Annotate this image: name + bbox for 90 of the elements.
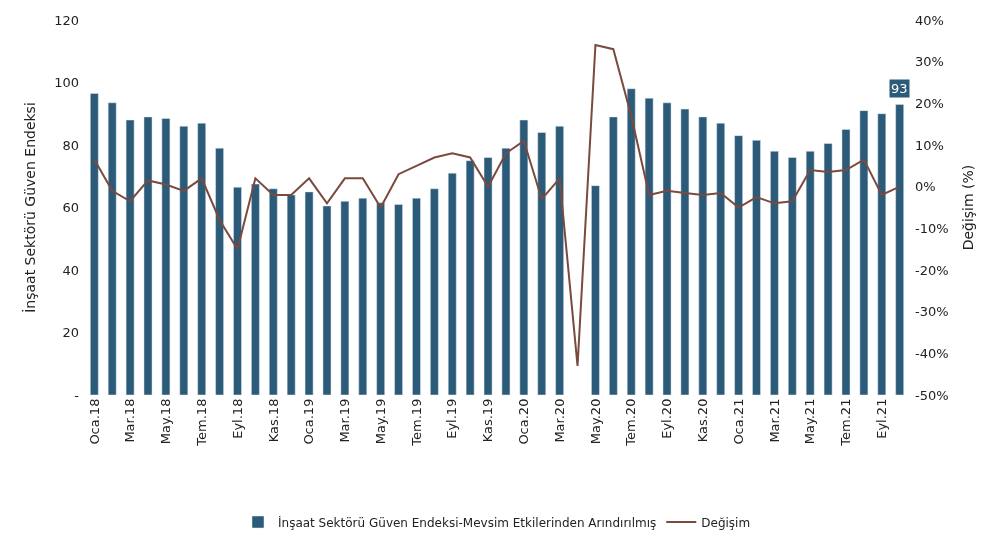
y-tick-label: 60 <box>62 200 79 216</box>
x-tick-label: Mar.20 <box>551 398 567 443</box>
bar <box>609 116 618 395</box>
y-tick-label: - <box>74 387 80 403</box>
x-tick-label: Kas.20 <box>695 398 711 443</box>
bar <box>233 186 242 395</box>
bar <box>412 197 421 395</box>
bar <box>143 116 153 395</box>
bar <box>716 122 725 395</box>
bar <box>734 135 743 395</box>
bar <box>394 204 403 395</box>
bar <box>823 143 833 395</box>
y2-tick-label: -10% <box>915 220 949 236</box>
legend-label: Değişim <box>701 515 751 530</box>
bar <box>161 118 171 395</box>
bar <box>447 172 457 395</box>
bar <box>644 97 654 395</box>
bar <box>859 110 869 395</box>
y2-axis-title: Değişim (%) <box>959 164 976 251</box>
bar <box>591 185 600 395</box>
bar <box>680 108 690 395</box>
y-axis-title: İnşaat Sektörü Güven Endeksi <box>20 102 38 313</box>
x-tick-label: Kas.18 <box>265 398 281 443</box>
bar <box>483 157 493 395</box>
x-tick-label: Oca.21 <box>730 398 746 445</box>
data-label: 93 <box>891 81 908 96</box>
bar <box>179 126 189 395</box>
bar <box>340 201 350 395</box>
bar <box>322 205 332 395</box>
y-tick-label: 80 <box>62 137 79 153</box>
y2-tick-label: 0% <box>915 179 936 195</box>
bar <box>286 194 296 395</box>
x-tick-label: Tem.18 <box>193 398 209 447</box>
bar <box>197 122 206 395</box>
bar <box>662 102 672 395</box>
bar <box>626 88 636 395</box>
bar <box>877 113 887 395</box>
legend-label: İnşaat Sektörü Güven Endeksi-Mevsim Etkilerinden Arındırılmış <box>278 514 657 530</box>
bar <box>805 151 815 395</box>
x-tick-label: Kas.19 <box>480 398 496 443</box>
bar <box>841 129 851 395</box>
y-tick-label: 20 <box>62 325 79 341</box>
bar <box>430 188 439 395</box>
bar <box>698 116 708 395</box>
bar <box>555 126 564 395</box>
y2-tick-label: 20% <box>915 95 944 111</box>
x-tick-label: Oca.19 <box>301 398 317 445</box>
bar <box>251 183 260 395</box>
x-tick-label: Mar.21 <box>766 398 782 443</box>
y2-tick-label: 10% <box>915 137 944 153</box>
bar <box>107 102 117 395</box>
y2-tick-label: -40% <box>915 345 949 361</box>
x-tick-label: Tem.19 <box>408 398 424 447</box>
y2-tick-label: 40% <box>915 12 944 28</box>
x-tick-label: May.20 <box>587 398 603 445</box>
x-tick-label: Oca.18 <box>86 398 102 445</box>
y2-tick-label: -20% <box>915 262 949 278</box>
x-tick-label: Mar.19 <box>337 398 353 443</box>
y-tick-label: 40 <box>62 262 79 278</box>
x-tick-label: Mar.18 <box>122 398 138 443</box>
bar <box>90 93 99 395</box>
x-tick-label: May.19 <box>372 398 388 445</box>
x-tick-label: Eyl.21 <box>874 398 890 439</box>
y2-tick-label: 30% <box>915 54 944 70</box>
x-tick-label: May.21 <box>802 398 818 445</box>
bar <box>358 197 368 395</box>
bar <box>269 188 278 395</box>
bar <box>125 119 135 395</box>
x-tick-label: Oca.20 <box>516 398 532 445</box>
bar <box>304 191 314 395</box>
x-tick-label: Eyl.18 <box>229 398 245 439</box>
bar <box>519 119 529 395</box>
y2-tick-label: -50% <box>915 387 949 403</box>
bar <box>501 147 511 395</box>
bar <box>752 140 761 395</box>
bar <box>215 147 224 395</box>
bar <box>770 151 779 395</box>
y-tick-label: 120 <box>54 12 79 28</box>
y2-tick-label: -30% <box>915 304 949 320</box>
bar <box>465 160 475 395</box>
x-tick-label: Tem.20 <box>623 398 639 447</box>
bar <box>788 157 797 395</box>
y-tick-label: 100 <box>54 75 79 91</box>
x-tick-label: Eyl.20 <box>659 398 675 439</box>
x-tick-label: May.18 <box>158 398 174 445</box>
bar <box>376 202 385 395</box>
x-tick-label: Tem.21 <box>838 398 854 447</box>
x-tick-label: Eyl.19 <box>444 398 460 439</box>
bar <box>537 132 547 395</box>
bar <box>895 104 904 395</box>
